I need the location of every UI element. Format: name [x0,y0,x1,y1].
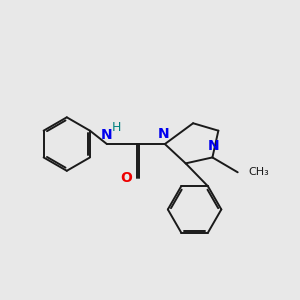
Text: N: N [158,127,169,141]
Text: N: N [208,139,220,153]
Text: H: H [112,121,121,134]
Text: N: N [101,128,113,142]
Text: CH₃: CH₃ [248,167,269,177]
Text: O: O [120,171,132,185]
